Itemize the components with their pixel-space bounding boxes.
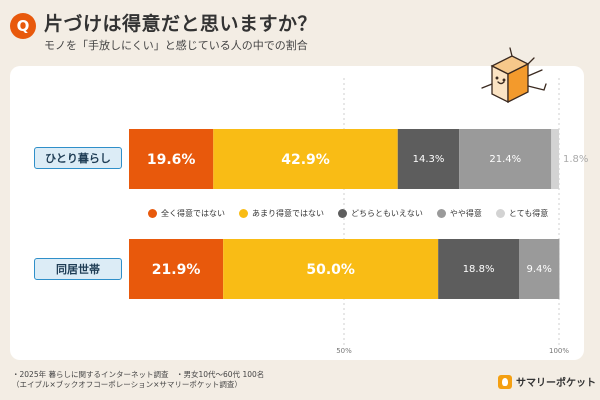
chart-legend: 全く得意ではない あまり得意ではない どちらともいえない やや得意 とても得意 <box>148 208 548 219</box>
brand-logo: サマリーポケット <box>498 374 596 389</box>
legend-item: 全く得意ではない <box>148 208 225 219</box>
data-label: 42.9% <box>281 152 330 168</box>
legend-item: やや得意 <box>436 208 482 219</box>
bar-segment <box>223 239 439 299</box>
chart-card <box>10 66 584 360</box>
question-badge: Q <box>10 13 36 39</box>
legend-dot <box>338 209 347 218</box>
legend-label: 全く得意ではない <box>161 209 225 218</box>
data-label: 1.8% <box>563 154 588 165</box>
bar-segment <box>397 129 460 189</box>
row-label-single: ひとり暮らし <box>34 147 122 169</box>
legend-item: あまり得意ではない <box>239 208 324 219</box>
bar-segment <box>459 129 552 189</box>
data-label: 21.9% <box>152 262 201 278</box>
brand-icon <box>498 374 512 389</box>
bar-segment <box>129 129 214 189</box>
legend-item: とても得意 <box>495 208 549 219</box>
footnote-line: （エイブル×ブックオフコーポレーション×サマリーポケット調査） <box>12 380 242 389</box>
legend-label: とても得意 <box>508 209 549 218</box>
axis-tick-label: 100% <box>549 347 569 355</box>
bar-segment <box>519 239 560 299</box>
data-label: 50.0% <box>306 262 355 278</box>
footnote: ・2025年 暮らしに関するインターネット調査 ・男女10代～60代 100名 … <box>12 370 264 390</box>
data-label: 9.4% <box>527 264 552 275</box>
legend-label: どちらともいえない <box>351 209 423 218</box>
axis-tick-label: 50% <box>336 347 352 355</box>
box-mascot-icon <box>481 47 547 104</box>
data-label: 14.3% <box>413 154 445 165</box>
legend-dot <box>436 209 446 218</box>
legend-label: やや得意 <box>449 209 482 218</box>
legend-dot <box>239 209 248 218</box>
data-label: 18.8% <box>463 264 495 275</box>
row-label-shared: 同居世帯 <box>34 258 122 280</box>
legend-dot <box>148 209 157 218</box>
bar-segment <box>438 239 520 299</box>
page-subtitle: モノを「手放しにくい」と感じている人の中での割合 <box>44 39 308 52</box>
bar-segment <box>551 129 559 189</box>
bar-segment <box>213 129 398 189</box>
brand-name: サマリーポケット <box>516 378 596 389</box>
data-label: 21.4% <box>489 154 521 165</box>
footnote-line: ・2025年 暮らしに関するインターネット調査 ・男女10代～60代 100名 <box>12 370 265 379</box>
data-label: 19.6% <box>147 152 196 168</box>
legend-label: あまり得意ではない <box>252 209 324 218</box>
page-title: 片づけは得意だと思いますか？ <box>44 13 318 35</box>
legend-item: どちらともいえない <box>338 208 423 219</box>
bar-segment <box>129 239 224 299</box>
legend-dot <box>495 209 505 218</box>
